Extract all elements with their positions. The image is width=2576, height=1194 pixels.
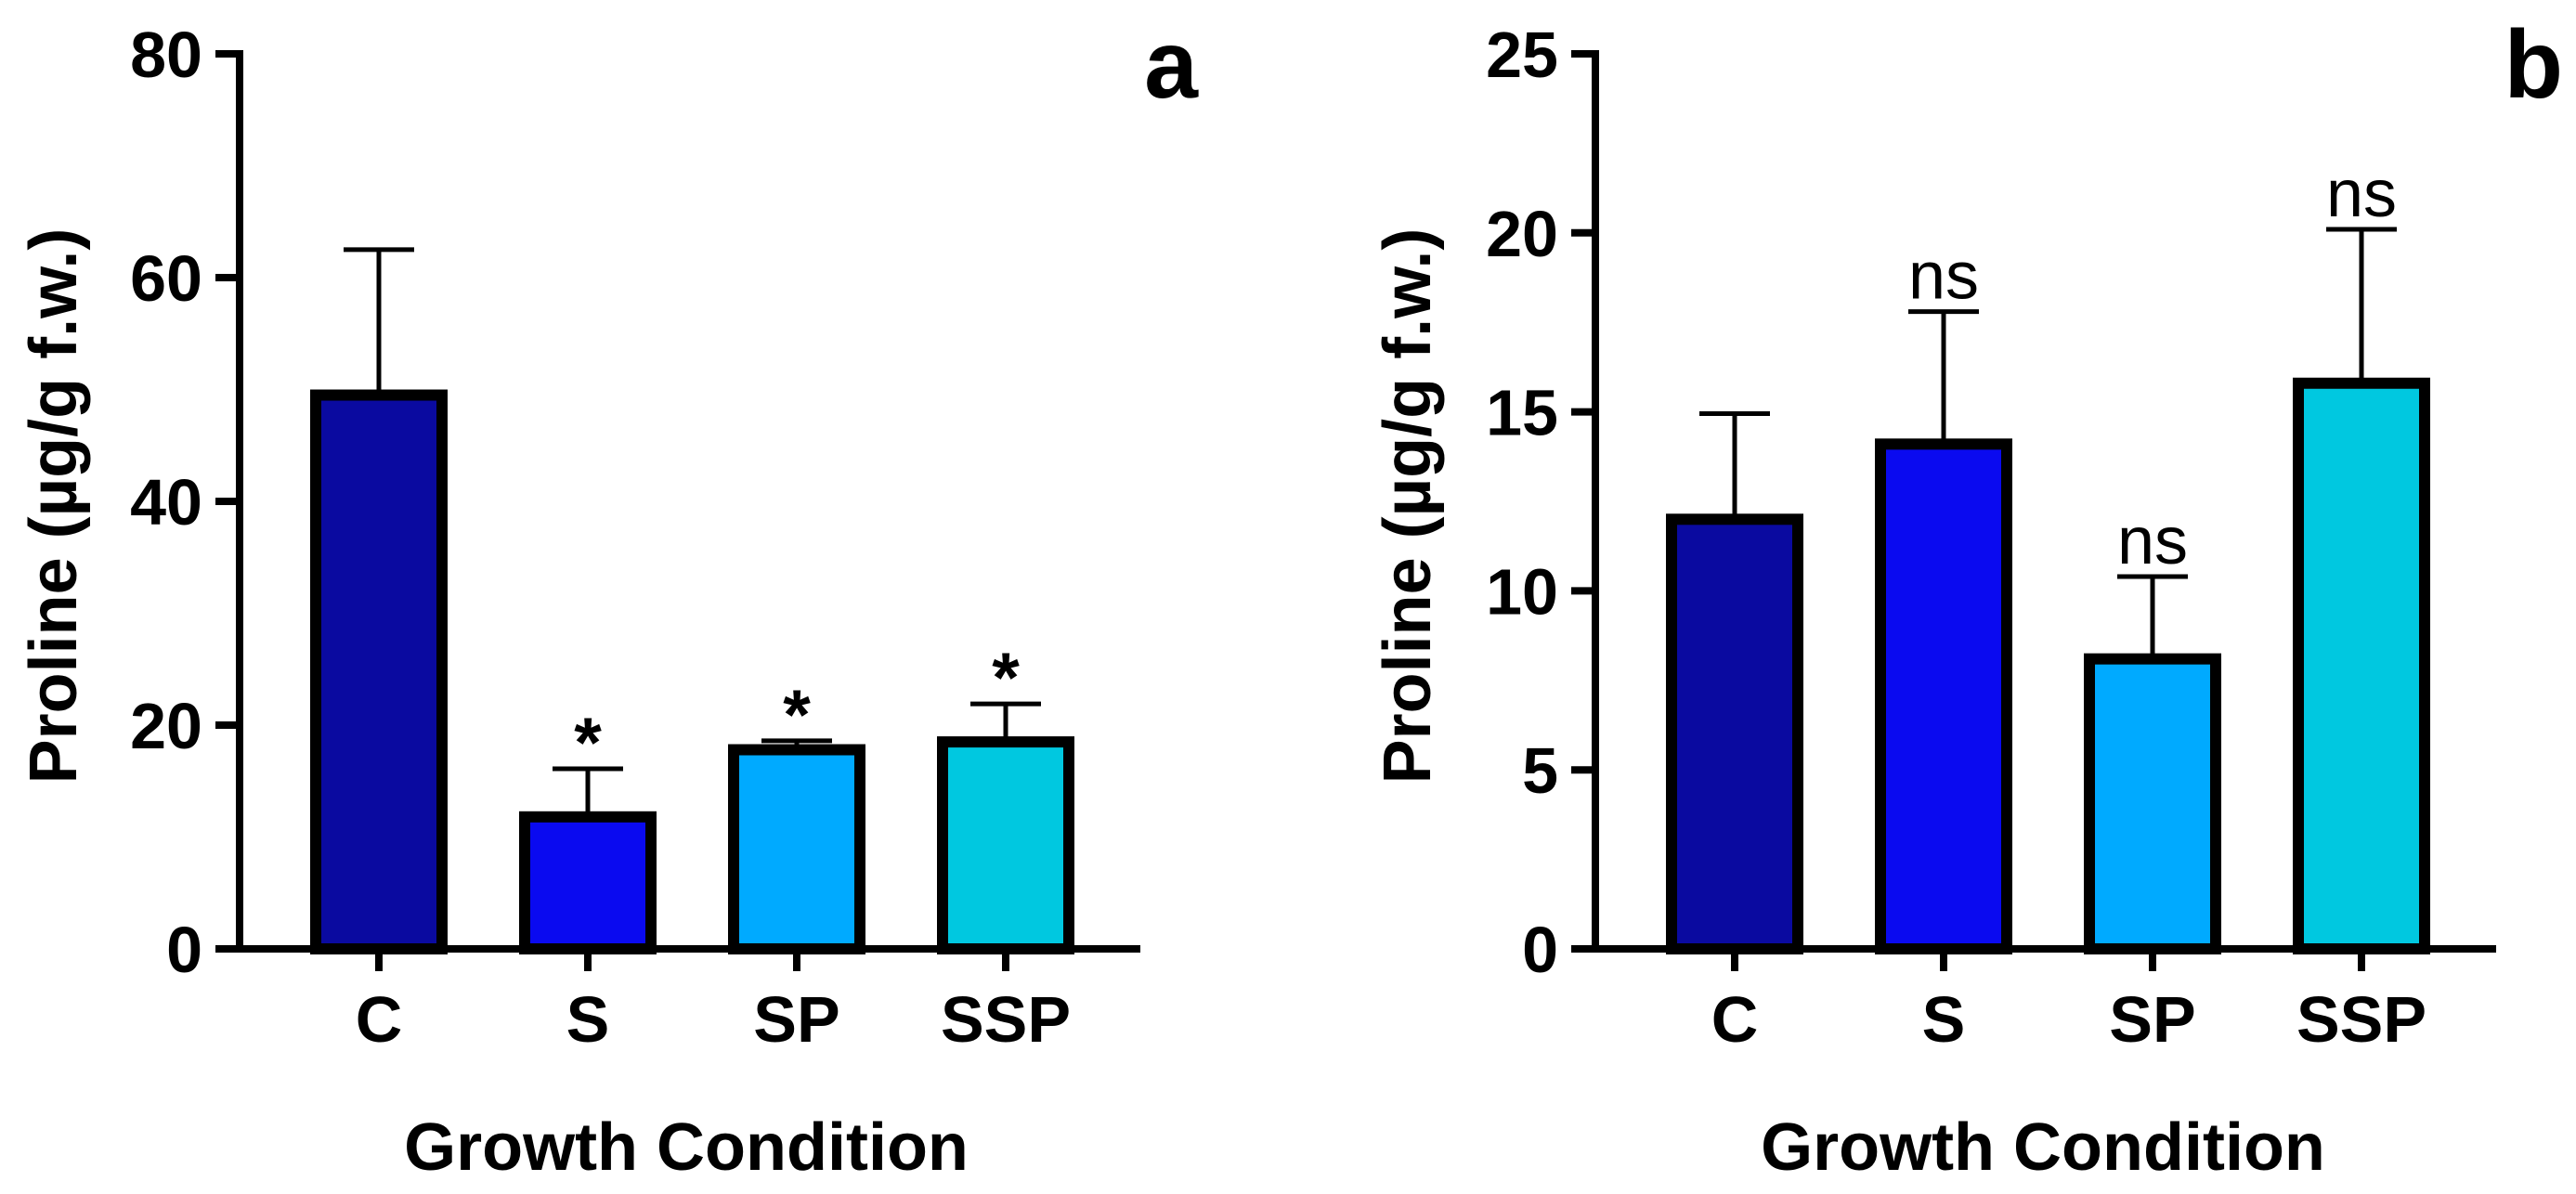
y-tick-label: 40 — [130, 466, 202, 539]
x-tick-label: C — [356, 983, 403, 1056]
bar-s — [1875, 438, 2012, 954]
bar-ssp — [2293, 377, 2430, 954]
error-bars-group — [1699, 227, 2397, 659]
y-ticks-group: 0 5 10 15 20 25 — [1486, 19, 1595, 986]
bar-c — [1666, 513, 1803, 955]
y-tick-label: 5 — [1522, 734, 1558, 807]
bar-sp — [2084, 653, 2221, 954]
bars-group — [1666, 377, 2430, 955]
x-axis-title: Growth Condition — [404, 1110, 969, 1185]
y-axis-title: Proline (µg/g f.w.) — [17, 228, 91, 785]
x-tick-label: S — [566, 983, 610, 1056]
y-tick-label: 20 — [1486, 198, 1558, 270]
panel-label-a: a — [1144, 11, 1199, 119]
y-tick-label: 10 — [1486, 555, 1558, 628]
x-tick-label: SSP — [2296, 983, 2426, 1056]
x-tick-label: C — [1711, 983, 1759, 1056]
y-tick-label: 80 — [130, 19, 202, 91]
y-tick-label: 60 — [130, 242, 202, 315]
y-axis-title: Proline (µg/g f.w.) — [1371, 228, 1445, 785]
x-ticks-group: C S SP SSP — [356, 949, 1071, 1056]
bar-ssp — [937, 736, 1074, 955]
y-ticks-group: 0 20 40 60 80 — [130, 19, 240, 986]
x-axis-title: Growth Condition — [1761, 1110, 2325, 1185]
error-bars-group — [344, 247, 1041, 817]
y-tick-label: 25 — [1486, 19, 1558, 91]
significance-label: ns — [2117, 504, 2188, 578]
x-tick-label: S — [1922, 983, 1966, 1056]
y-tick-label: 20 — [130, 690, 202, 762]
panel-label-b: b — [2504, 11, 2563, 119]
x-tick-label: SP — [2109, 983, 2195, 1056]
x-ticks-group: C S SP SSP — [1711, 949, 2426, 1056]
significance-group: ns ns ns — [1908, 157, 2397, 578]
significance-label: ns — [2326, 157, 2397, 231]
significance-label: * — [574, 704, 602, 783]
significance-group: * * * — [574, 639, 1020, 783]
x-tick-label: SP — [753, 983, 839, 1056]
bar-c — [310, 389, 448, 954]
y-tick-label: 0 — [1522, 914, 1558, 986]
significance-label: ns — [1908, 240, 1979, 314]
significance-label: * — [783, 676, 811, 755]
x-tick-label: SSP — [941, 983, 1071, 1056]
bars-group — [310, 389, 1074, 955]
bar-sp — [728, 744, 865, 955]
significance-label: * — [992, 639, 1020, 718]
y-tick-label: 15 — [1486, 377, 1558, 449]
bar-s — [519, 811, 657, 954]
y-tick-label: 0 — [166, 914, 202, 986]
